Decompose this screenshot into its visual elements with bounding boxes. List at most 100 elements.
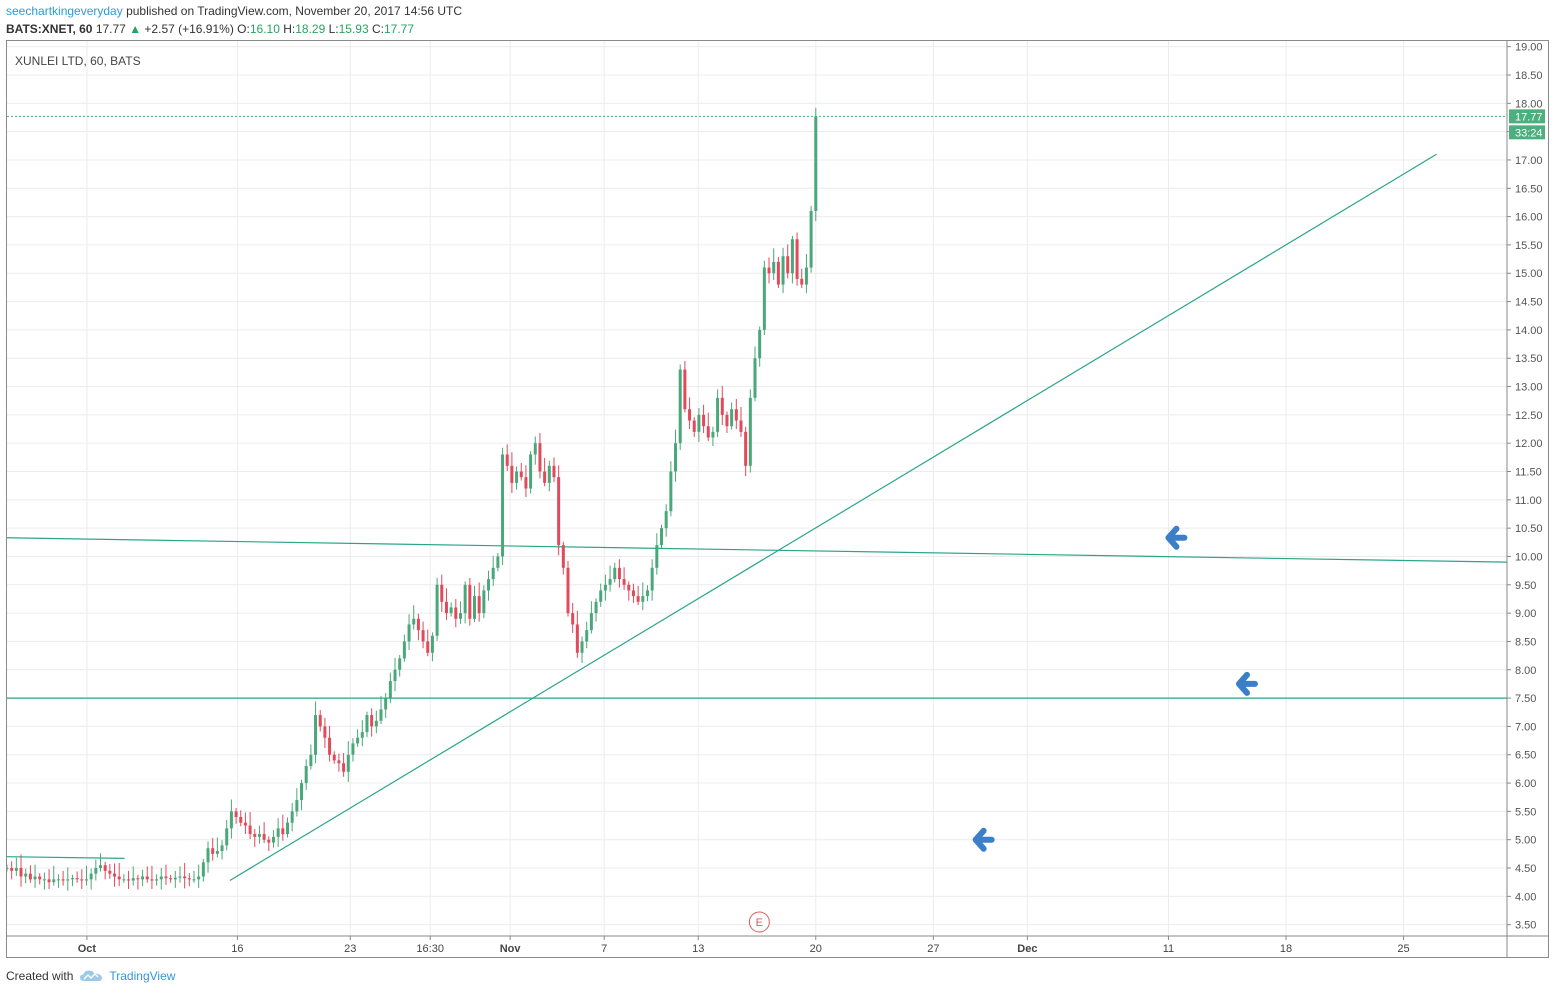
candle-body	[300, 783, 304, 801]
candle-body	[533, 443, 537, 455]
candle-body	[10, 868, 14, 871]
candle-body	[496, 556, 500, 568]
candle-body	[730, 409, 734, 427]
y-tick-label: 18.00	[1515, 98, 1543, 110]
candle-body	[342, 763, 346, 772]
candle-body	[631, 590, 635, 597]
trendline-horizontal-10	[7, 537, 1508, 563]
candle-body	[271, 836, 275, 843]
chart-title: XUNLEI LTD, 60, BATS	[15, 54, 141, 68]
candle-body	[809, 210, 813, 268]
candle-body	[346, 754, 350, 772]
candle-body	[739, 420, 743, 432]
candle-body	[463, 584, 467, 614]
candle-body	[482, 590, 486, 614]
candle-body	[178, 876, 182, 878]
candle-body	[215, 851, 219, 854]
y-tick-label: 4.50	[1515, 863, 1536, 875]
candle-body	[683, 369, 687, 410]
candle-body	[435, 584, 439, 636]
candle-body	[599, 590, 603, 602]
candle-body	[127, 879, 131, 881]
candle-body	[575, 624, 579, 653]
candle-body	[257, 834, 261, 837]
candle-body	[7, 868, 9, 870]
publish-line: seechartkingeveryday published on Tradin…	[6, 4, 462, 19]
y-tick-label: 15.50	[1515, 240, 1543, 252]
y-tick-label: 12.50	[1515, 410, 1543, 422]
close-label: C:	[371, 22, 384, 36]
candle-body	[70, 878, 74, 880]
candle-body	[281, 828, 285, 835]
candle-body	[33, 876, 37, 880]
candle-body	[169, 878, 173, 880]
x-tick-label: 18	[1280, 943, 1292, 955]
candle-body	[538, 443, 542, 472]
candle-body	[211, 848, 215, 854]
candle-body	[473, 596, 477, 619]
candle-body	[183, 876, 187, 879]
created-with-label: Created with	[6, 969, 74, 983]
candle-body	[524, 477, 528, 489]
candle-body	[814, 116, 818, 211]
candle-body	[103, 865, 107, 871]
low-label: L:	[328, 22, 339, 36]
price-chart[interactable]: E 19.0018.5018.0017.5017.0016.5016.0015.…	[7, 41, 1548, 957]
candle-body	[24, 873, 28, 877]
candle-body	[776, 261, 780, 285]
candle-body	[487, 579, 491, 591]
y-tick-label: 15.00	[1515, 268, 1543, 280]
candle-body	[580, 641, 584, 653]
candle-body	[286, 822, 290, 835]
candle-body	[309, 754, 313, 767]
candle-body	[725, 414, 729, 427]
candle-body	[585, 630, 589, 642]
x-tick-label: 27	[927, 943, 939, 955]
candle-body	[122, 879, 126, 881]
chart-panel[interactable]: E 19.0018.5018.0017.5017.0016.5016.0015.…	[6, 40, 1549, 958]
candle-body	[543, 471, 547, 483]
candle-body	[52, 879, 56, 883]
candle-body	[374, 720, 378, 727]
candle-body	[645, 590, 649, 597]
candle-body	[155, 879, 159, 881]
candle-body	[225, 828, 229, 846]
candle-body	[61, 879, 65, 881]
open-label: O:	[237, 22, 250, 36]
candle-body	[594, 601, 598, 614]
left-arrow-icon	[1165, 525, 1188, 550]
y-tick-label: 13.00	[1515, 382, 1543, 394]
candle-body	[617, 567, 621, 580]
symbol-label: BATS:XNET, 60	[6, 22, 93, 36]
candle-body	[795, 239, 799, 279]
candle-body	[220, 845, 224, 852]
candle-body	[318, 715, 322, 727]
candle-body	[734, 409, 738, 421]
candle-body	[99, 865, 103, 869]
candle-body	[758, 329, 762, 359]
candle-body	[688, 409, 692, 421]
tradingview-link[interactable]: TradingView	[109, 969, 176, 983]
candle-body	[145, 876, 149, 880]
candle-body	[80, 879, 84, 881]
candle-body	[113, 873, 117, 877]
y-tick-label: 5.00	[1515, 835, 1536, 847]
candle-body	[365, 715, 369, 733]
candle-body	[398, 658, 402, 670]
y-tick-label: 3.50	[1515, 920, 1536, 932]
candle-body	[692, 420, 696, 432]
x-tick-label: 13	[692, 943, 704, 955]
author-link[interactable]: seechartkingeveryday	[6, 4, 123, 18]
candle-body	[197, 876, 201, 880]
candle-body	[19, 868, 23, 877]
candle-body	[678, 369, 682, 444]
candle-body	[328, 737, 332, 755]
candle-body	[201, 862, 205, 877]
drawings[interactable]	[7, 115, 1508, 882]
candle-body	[229, 811, 233, 829]
y-tick-label: 8.50	[1515, 636, 1536, 648]
x-tick-label: 7	[601, 943, 607, 955]
candle-body	[192, 879, 196, 881]
quote-line: BATS:XNET, 60 17.77 ▲ +2.57 (+16.91%) O:…	[6, 22, 414, 37]
candle-body	[42, 879, 46, 881]
